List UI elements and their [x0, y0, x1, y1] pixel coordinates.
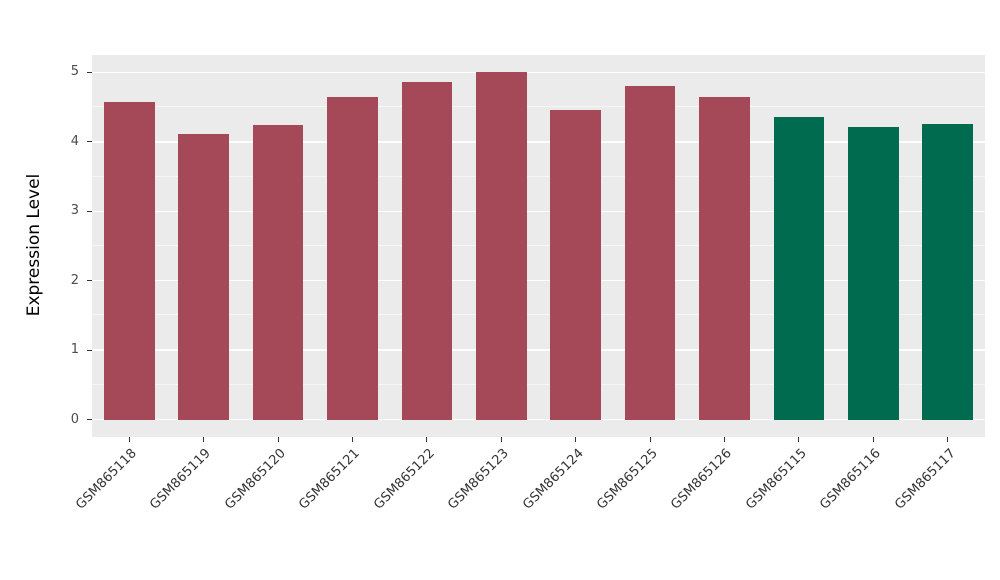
gridline-major: [92, 349, 985, 351]
gridline-major: [92, 141, 985, 143]
x-tick-mark: [351, 437, 353, 442]
x-tick-label-text: GSM865119: [147, 446, 215, 513]
x-tick-label-text: GSM865117: [891, 446, 959, 513]
x-axis: GSM865118 GSM865119 GSM865120 GSM865121 GSM8…: [73, 437, 985, 577]
y-tick-mark: [87, 71, 92, 73]
y-tick-label: 1: [70, 342, 79, 358]
x-tick-mark: [203, 437, 205, 442]
x-tick-label-text: GSM865115: [742, 446, 810, 513]
bar-GSM865119: [178, 134, 229, 420]
y-tick-mark: [87, 141, 92, 143]
bar-GSM865116: [848, 127, 899, 420]
bar-GSM865123: [475, 72, 527, 420]
bar-GSM865118: [103, 101, 155, 420]
gridline-major: [92, 279, 985, 282]
bar-GSM865115: [773, 116, 825, 420]
x-tick-mark: [128, 437, 130, 442]
x-tick-mark: [872, 437, 874, 442]
gridline-minor: [92, 175, 985, 177]
x-tick-mark: [649, 437, 651, 442]
bar-GSM865122: [401, 82, 453, 420]
y-tick-mark: [87, 280, 92, 282]
x-tick-label-text: GSM865118: [73, 446, 140, 513]
x-tick-mark: [724, 437, 726, 442]
x-tick-mark: [575, 437, 577, 442]
y-tick-mark: [87, 210, 92, 212]
gridline-major: [92, 71, 985, 74]
bar-GSM865125: [624, 85, 676, 420]
y-tick-mark: [87, 349, 92, 351]
x-tick-label-text: GSM865126: [668, 446, 736, 513]
plot-panel: [92, 55, 985, 437]
y-tick-label: 3: [70, 203, 79, 219]
gridline-minor: [92, 314, 985, 316]
x-tick-label-text: GSM865124: [519, 446, 587, 513]
y-tick-mark: [87, 419, 92, 421]
x-tick-mark: [426, 437, 428, 442]
y-axis: 0 1 2 3 4 5: [0, 55, 92, 437]
x-tick-mark: [500, 437, 502, 442]
bar-GSM865124: [550, 109, 601, 420]
x-tick-label-text: GSM865121: [296, 446, 364, 513]
gridline-minor: [92, 106, 985, 108]
x-tick-mark: [277, 437, 279, 442]
y-tick-label: 4: [70, 133, 79, 149]
gridline-major: [92, 210, 985, 213]
x-tick-mark: [798, 437, 800, 442]
x-tick-mark: [947, 437, 949, 442]
bar-GSM865117: [922, 123, 974, 420]
gridline-minor: [92, 383, 985, 385]
x-tick-label-text: GSM865116: [817, 446, 884, 513]
x-tick-label-text: GSM865123: [445, 446, 512, 513]
y-tick-label: 5: [70, 64, 79, 80]
x-tick-label-text: GSM865122: [370, 446, 438, 513]
bar-GSM865120: [252, 125, 304, 420]
y-tick-label: 2: [70, 272, 79, 288]
x-tick-label-text: GSM865120: [222, 446, 289, 513]
y-tick-label: 0: [70, 411, 79, 427]
bar-GSM865126: [699, 97, 750, 420]
x-tick-label-text: GSM865125: [594, 446, 661, 513]
bar-GSM865121: [327, 97, 378, 420]
gridline-minor: [92, 245, 985, 246]
gridline-major: [92, 418, 985, 421]
